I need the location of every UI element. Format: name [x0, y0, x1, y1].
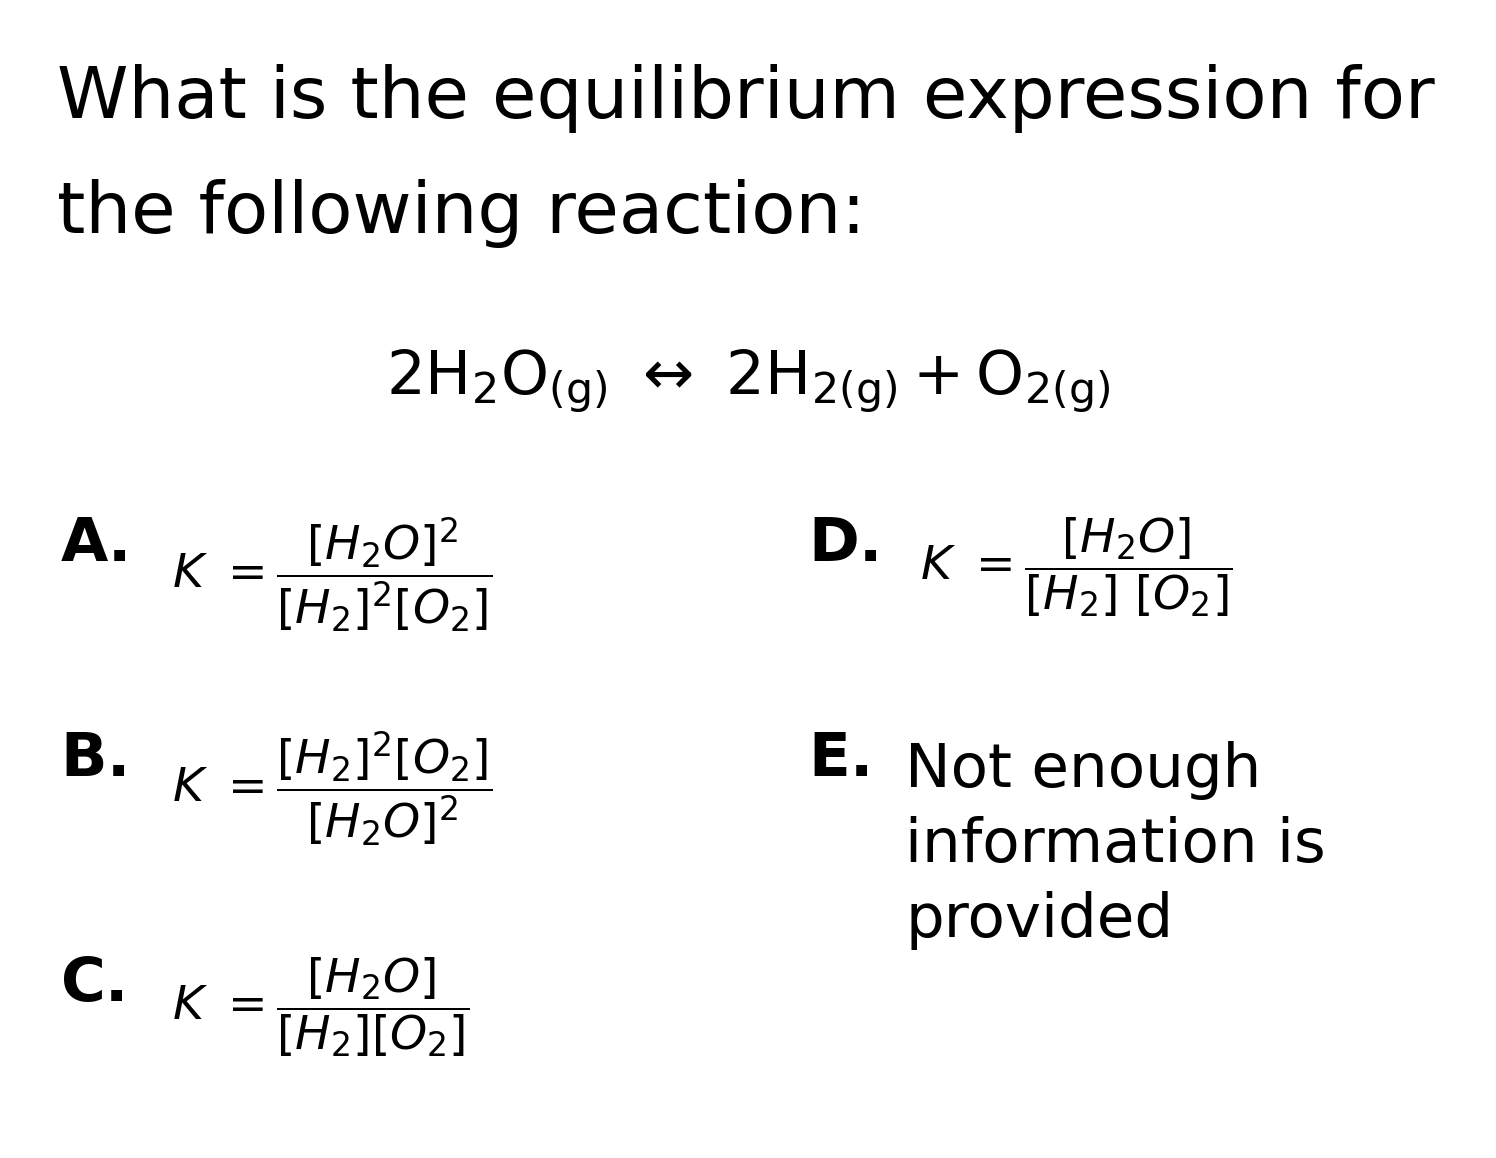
Text: $\mathbf{A.}$: $\mathbf{A.}$ — [60, 515, 126, 574]
Text: $K\ =\dfrac{[H_2O]^2}{[H_2]^2[O_2]}$: $K\ =\dfrac{[H_2O]^2}{[H_2]^2[O_2]}$ — [172, 515, 492, 635]
Text: Not enough
information is
provided: Not enough information is provided — [905, 741, 1325, 951]
Text: $\mathbf{D.}$: $\mathbf{D.}$ — [808, 515, 878, 574]
Text: $\mathregular{2H_2O_{(g)}}\ \leftrightarrow\ \mathregular{2H_{2(g)} + O_{2(g)}}$: $\mathregular{2H_2O_{(g)}}\ \leftrightar… — [386, 347, 1110, 416]
Text: $K\ =\dfrac{[H_2O]}{[H_2][O_2]}$: $K\ =\dfrac{[H_2O]}{[H_2][O_2]}$ — [172, 955, 470, 1060]
Text: the following reaction:: the following reaction: — [57, 179, 866, 249]
Text: What is the equilibrium expression for: What is the equilibrium expression for — [57, 64, 1435, 133]
Text: $\mathbf{B.}$: $\mathbf{B.}$ — [60, 730, 126, 789]
Text: $\mathbf{C.}$: $\mathbf{C.}$ — [60, 955, 124, 1014]
Text: $K\ =\dfrac{[H_2O]}{[H_2]\ [O_2]}$: $K\ =\dfrac{[H_2O]}{[H_2]\ [O_2]}$ — [920, 515, 1233, 620]
Text: $K\ =\dfrac{[H_2]^2[O_2]}{[H_2O]^2}$: $K\ =\dfrac{[H_2]^2[O_2]}{[H_2O]^2}$ — [172, 730, 492, 849]
Text: $\mathbf{E.}$: $\mathbf{E.}$ — [808, 730, 869, 789]
